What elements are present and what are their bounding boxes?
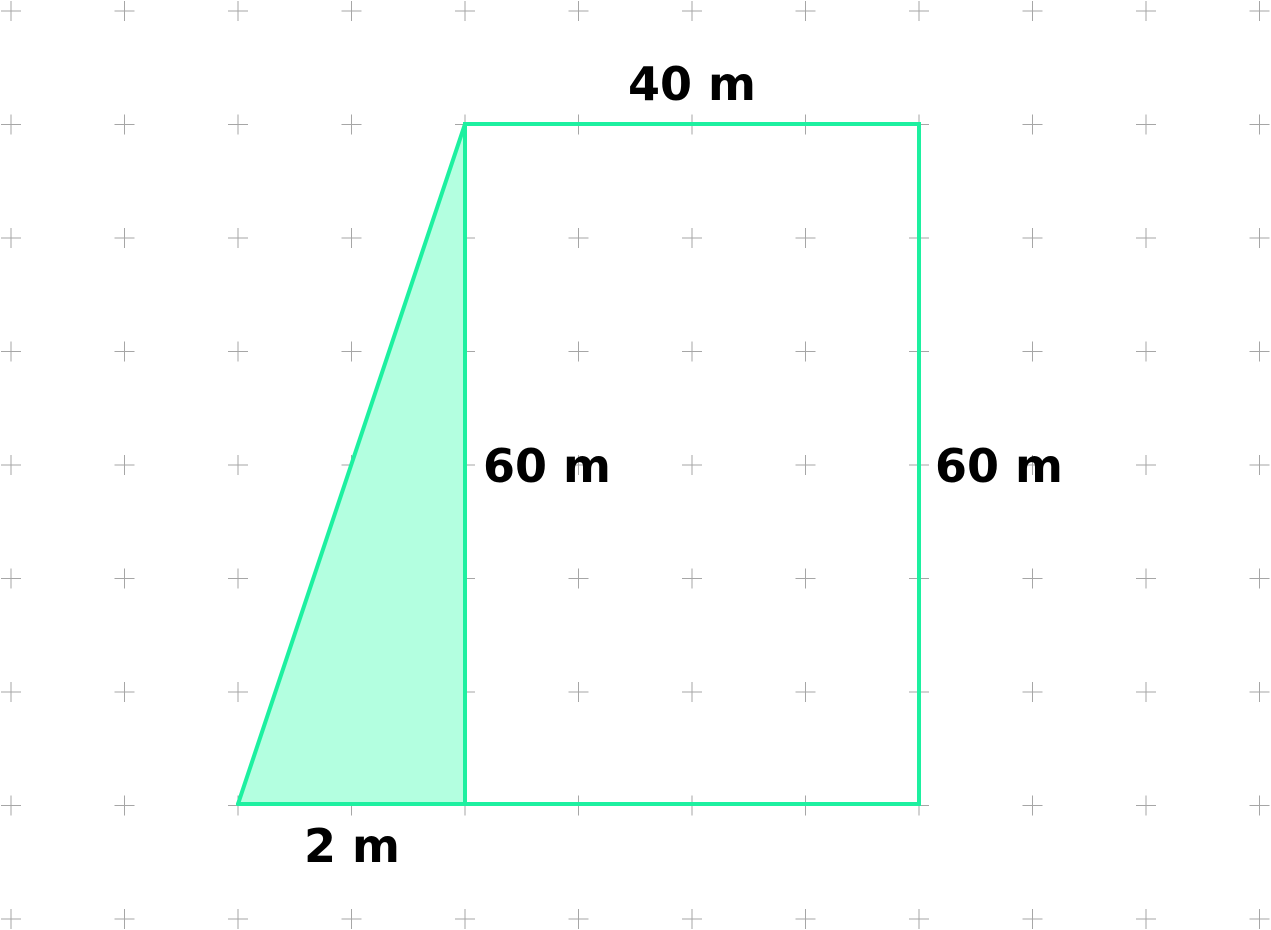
label-bottom-base: 2 m (304, 819, 400, 873)
triangle-hypotenuse (236, 122, 467, 806)
label-right-height: 60 m (935, 439, 1063, 493)
label-inner-height: 60 m (483, 439, 611, 493)
label-top-width: 40 m (628, 57, 756, 111)
rectangle (463, 122, 921, 806)
